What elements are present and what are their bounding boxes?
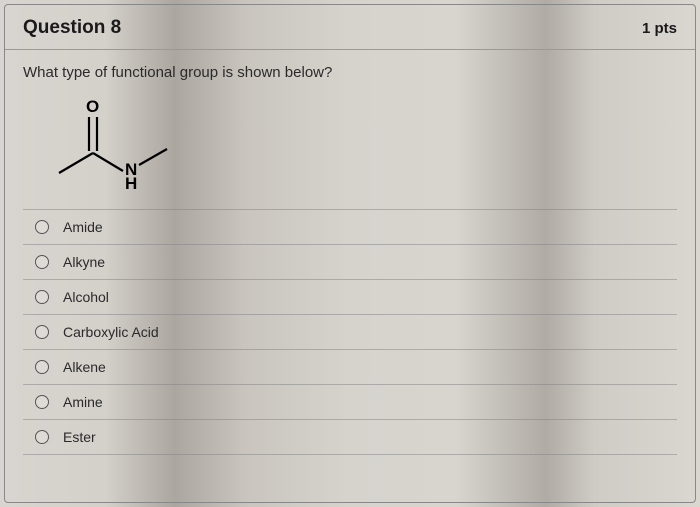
- option-alkene[interactable]: Alkene: [23, 349, 677, 384]
- radio-icon: [35, 430, 49, 444]
- option-label: Alkyne: [63, 254, 105, 270]
- option-alcohol[interactable]: Alcohol: [23, 279, 677, 314]
- question-header: Question 8 1 pts: [5, 5, 695, 50]
- option-label: Ester: [63, 429, 96, 445]
- option-label: Alkene: [63, 359, 106, 375]
- option-amine[interactable]: Amine: [23, 384, 677, 419]
- option-amide[interactable]: Amide: [23, 209, 677, 244]
- option-label: Amine: [63, 394, 103, 410]
- option-label: Carboxylic Acid: [63, 324, 159, 340]
- atom-hydrogen: H: [125, 174, 137, 190]
- question-prompt: What type of functional group is shown b…: [23, 64, 677, 81]
- radio-icon: [35, 395, 49, 409]
- question-points: 1 pts: [642, 20, 677, 37]
- option-label: Amide: [63, 219, 103, 235]
- quiz-question-card: Question 8 1 pts What type of functional…: [4, 4, 696, 503]
- radio-icon: [35, 290, 49, 304]
- question-title: Question 8: [23, 17, 121, 39]
- option-alkyne[interactable]: Alkyne: [23, 244, 677, 279]
- atom-oxygen: O: [86, 97, 99, 116]
- radio-icon: [35, 360, 49, 374]
- radio-icon: [35, 325, 49, 339]
- radio-icon: [35, 220, 49, 234]
- radio-icon: [35, 255, 49, 269]
- question-body: What type of functional group is shown b…: [5, 50, 695, 465]
- option-label: Alcohol: [63, 289, 109, 305]
- option-ester[interactable]: Ester: [23, 419, 677, 455]
- options-list: Amide Alkyne Alcohol Carboxylic Acid Alk…: [23, 209, 677, 455]
- option-carboxylic-acid[interactable]: Carboxylic Acid: [23, 314, 677, 349]
- molecular-structure: O N H: [49, 95, 179, 190]
